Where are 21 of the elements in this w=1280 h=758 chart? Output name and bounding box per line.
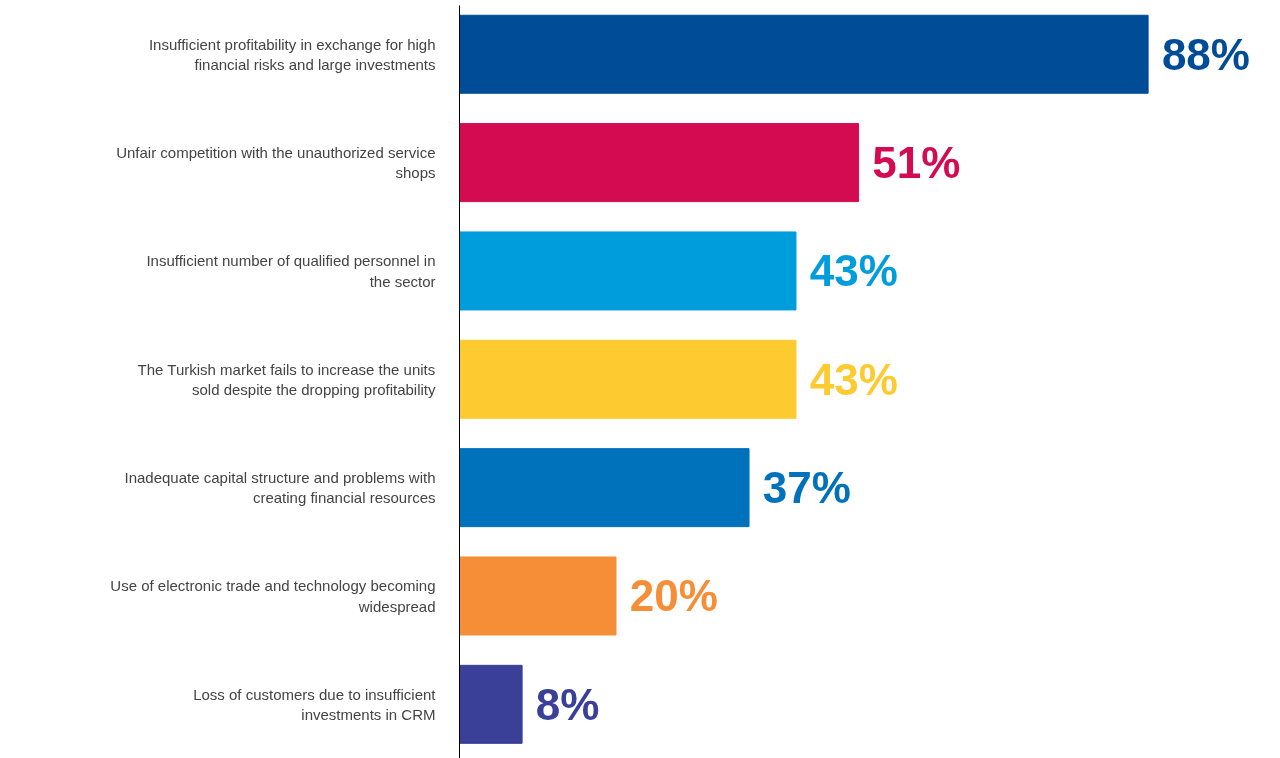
data-label: 43%: [809, 354, 898, 404]
data-label: 37%: [762, 463, 851, 513]
bar: [459, 339, 797, 419]
data-label: 20%: [629, 571, 718, 621]
y-tick-label: Unfair competition with the unauthorized service shops: [116, 143, 436, 182]
data-label: 88%: [1161, 29, 1250, 79]
bar: [459, 231, 797, 311]
y-tick-label: Insufficient profitability in exchange for high financial risks and large investments: [148, 35, 436, 73]
data-label: 51%: [872, 138, 961, 188]
y-tick-label: Loss of customers due to insufficient investments in CRM: [193, 685, 437, 724]
y-tick-label: The Turkish market fails to increase the units sold despite the dropping profitability: [137, 360, 436, 398]
y-tick-label: Inadequate capital structure and problems with creating financial resources: [124, 468, 436, 507]
data-label: 8%: [535, 679, 600, 729]
bar: [459, 123, 860, 203]
y-tick-label: Use of electronic trade and technology becoming widespread: [110, 577, 436, 615]
bar: [459, 14, 1149, 94]
bar: [459, 448, 750, 528]
bar: [459, 556, 617, 636]
data-label: 43%: [809, 246, 898, 296]
bar: [459, 664, 523, 744]
y-tick-label: Insufficient number of qualified personnel in the sector: [146, 252, 436, 290]
